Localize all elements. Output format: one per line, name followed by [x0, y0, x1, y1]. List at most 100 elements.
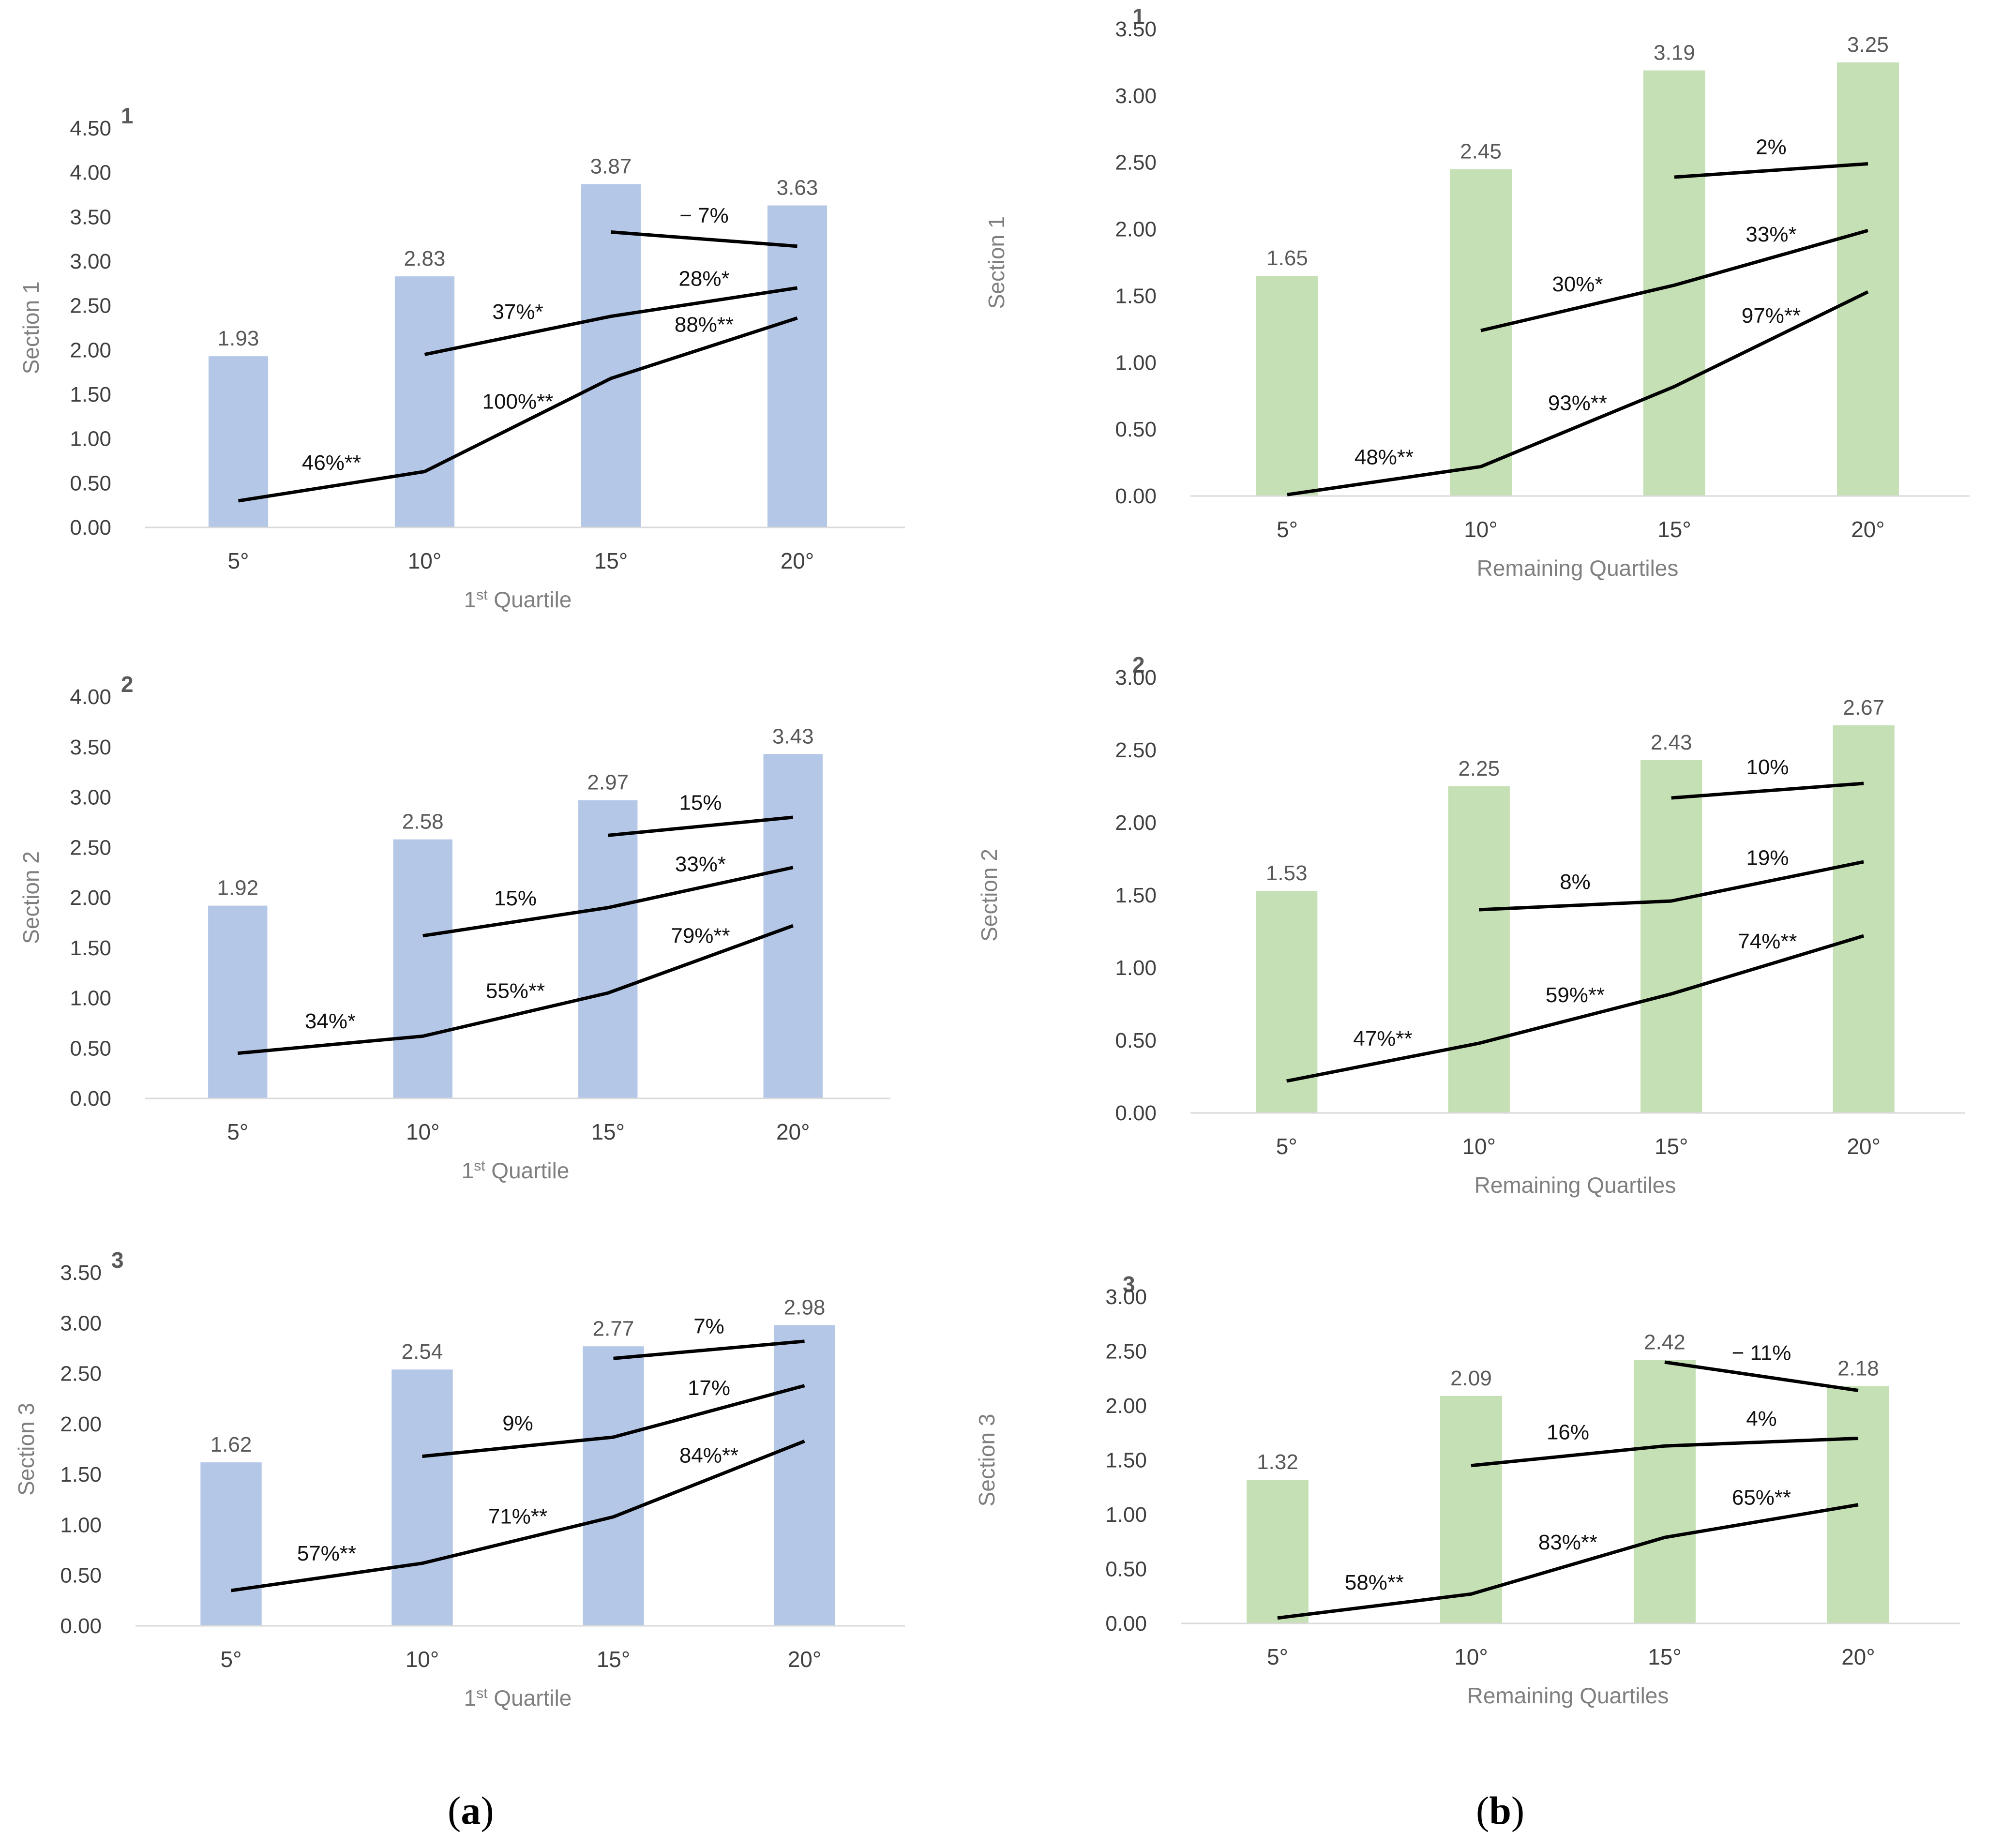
change-percent-label: 48%**	[1354, 445, 1414, 469]
y-tick-label: 1.50	[60, 1463, 102, 1487]
y-tick-label: 0.50	[70, 1036, 111, 1060]
bar-value-label: 1.53	[1266, 861, 1308, 885]
bar-value-label: 2.18	[1837, 1357, 1879, 1381]
x-tick-label: 10°	[1464, 517, 1498, 542]
chart-svg-a3: 3 0.00 0.50 1.00 1.50 2.00 2.50 3.00 3.50 Section…	[14, 1247, 905, 1711]
y-tick-label: 2.00	[1115, 218, 1157, 241]
y-tick-label: 2.00	[1105, 1394, 1147, 1418]
bar-value-label: 2.09	[1450, 1366, 1492, 1390]
y-tick-label: 0.50	[60, 1564, 102, 1588]
trend-line	[1671, 781, 1864, 800]
chart-b2: 2 0.00 0.50 1.00 1.50 2.00 2.50 3.00 Section 2 1.…	[968, 648, 2016, 1205]
trend-line	[613, 1339, 805, 1360]
change-percent-label: 15%	[679, 791, 722, 815]
y-tick-label: 3.50	[60, 1261, 102, 1285]
x-axis-title: 1st Quartile	[464, 1685, 572, 1711]
y-tick-label: 1.50	[1105, 1449, 1147, 1472]
change-percent-label: 97%**	[1742, 304, 1801, 328]
bar-value-label: 3.25	[1847, 33, 1889, 57]
y-tick-label: 3.50	[1115, 17, 1157, 41]
y-tick-label: 0.00	[70, 1087, 111, 1111]
bar	[1247, 1480, 1309, 1623]
bar	[393, 839, 452, 1098]
trend-line	[1471, 1437, 1859, 1468]
trend-line	[1277, 1503, 1859, 1620]
trend-line	[237, 924, 794, 1055]
y-tick-label: 1.50	[1115, 284, 1157, 308]
change-percent-label: 46%**	[302, 451, 361, 475]
chart-a1: 1 0.00 0.50 1.00 1.50 2.00 2.50 3.00 3.50 4.00 4.5…	[0, 82, 944, 629]
change-percent-label: 34%*	[305, 1009, 356, 1033]
x-tick-label: 10°	[406, 1647, 439, 1672]
trend-line	[1480, 228, 1868, 332]
bar	[208, 356, 269, 527]
change-percent-label: 57%**	[297, 1542, 356, 1565]
y-tick-label: 1.50	[70, 383, 111, 406]
x-tick-label: 10°	[1454, 1644, 1488, 1669]
change-percent-label: 2%	[1756, 135, 1787, 159]
y-tick-label: 2.50	[60, 1362, 102, 1386]
x-tick-label: 15°	[1655, 1134, 1688, 1159]
bar	[1448, 786, 1510, 1113]
bar-value-label: 2.97	[587, 771, 629, 795]
y-tick-label: 0.00	[1115, 1101, 1157, 1125]
x-tick-label: 20°	[776, 1119, 810, 1144]
change-percent-label: 71%**	[488, 1505, 547, 1529]
bar-value-label: 2.54	[402, 1340, 443, 1364]
bar-value-label: 3.87	[590, 155, 632, 179]
y-tick-label: 2.00	[60, 1412, 102, 1436]
change-percent-label: 8%	[1560, 870, 1591, 894]
bar-value-label: 3.19	[1654, 41, 1695, 64]
x-tick-label: 10°	[408, 548, 442, 573]
chart-svg-b2: 2 0.00 0.50 1.00 1.50 2.00 2.50 3.00 Section 2 1.…	[977, 652, 1965, 1198]
change-percent-label: 100%**	[482, 390, 554, 413]
change-percent-label: 15%	[494, 886, 537, 910]
trend-line	[607, 815, 794, 837]
panel-number: 3	[1123, 1272, 1135, 1297]
bar-value-label: 2.67	[1843, 696, 1884, 720]
bar	[1440, 1396, 1502, 1623]
y-axis-title: Section 1	[18, 282, 44, 375]
y-axis-title: Section 2	[977, 849, 1002, 942]
bar-value-label: 1.62	[211, 1433, 252, 1457]
x-tick-label: 5°	[221, 1647, 242, 1672]
y-tick-label: 4.50	[70, 117, 111, 140]
change-percent-label: 59%**	[1546, 983, 1605, 1007]
bar	[581, 184, 641, 527]
x-tick-label: 15°	[591, 1119, 625, 1144]
y-tick-label: 3.00	[1115, 666, 1157, 690]
y-tick-label: 2.50	[70, 294, 111, 318]
bar-value-label: 2.77	[593, 1317, 634, 1340]
chart-svg-a1: 1 0.00 0.50 1.00 1.50 2.00 2.50 3.00 3.50 4.00 4.5…	[18, 103, 905, 612]
x-axis-title: Remaining Quartiles	[1467, 1683, 1669, 1708]
bar-value-label: 2.83	[404, 247, 446, 270]
change-percent-label: 93%**	[1548, 391, 1607, 415]
change-percent-label: 7%	[693, 1315, 724, 1338]
bar	[1640, 760, 1702, 1113]
x-tick-label: 15°	[597, 1647, 631, 1672]
trend-line	[238, 316, 798, 503]
bar-value-label: 2.42	[1644, 1331, 1685, 1354]
change-percent-label: 17%	[688, 1376, 730, 1400]
change-percent-label: 33%*	[1745, 223, 1796, 246]
panel-number: 2	[1132, 652, 1145, 677]
bar	[1634, 1360, 1696, 1623]
y-axis-title: Section 3	[974, 1414, 999, 1507]
x-tick-label: 5°	[227, 1119, 248, 1144]
caption-a: (a)	[448, 1788, 494, 1832]
trend-line	[424, 286, 798, 356]
y-tick-label: 2.00	[70, 886, 111, 910]
chart-b1: 1 0.00 0.50 1.00 1.50 2.00 2.50 3.00 3.50 Section…	[968, 0, 2016, 595]
chart-b3: 3 0.00 0.50 1.00 1.50 2.00 2.50 3.00 Section 3 1.…	[968, 1268, 2016, 1761]
x-tick-label: 20°	[1851, 517, 1885, 542]
y-tick-label: 1.00	[1115, 956, 1157, 980]
x-tick-label: 5°	[1276, 1134, 1297, 1159]
x-tick-label: 15°	[594, 548, 628, 573]
bar	[1643, 70, 1705, 496]
y-tick-label: 1.00	[60, 1513, 102, 1537]
x-axis-title: Remaining Quartiles	[1477, 556, 1679, 581]
y-tick-label: 1.00	[70, 427, 111, 451]
x-tick-label: 20°	[788, 1647, 822, 1672]
y-tick-label: 0.00	[1115, 484, 1157, 508]
